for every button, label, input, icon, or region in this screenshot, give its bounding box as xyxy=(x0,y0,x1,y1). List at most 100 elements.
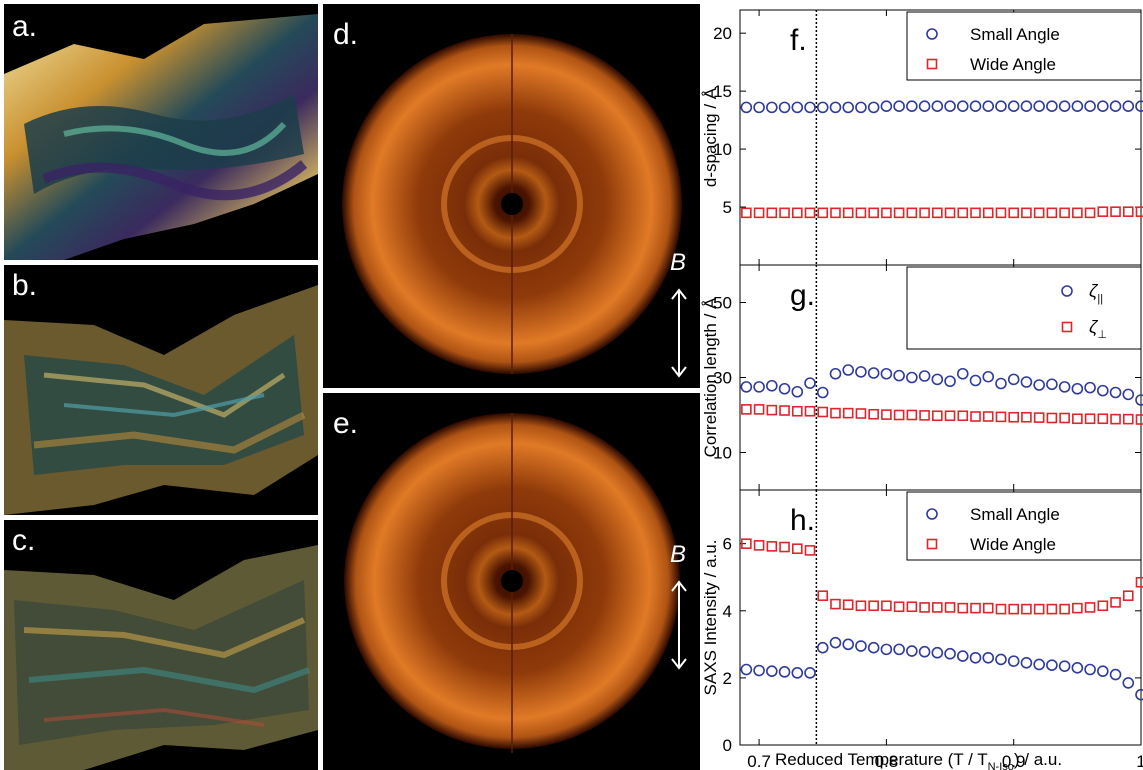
chart-g-point-s1 xyxy=(766,379,778,392)
chart-h-panel-label: h. xyxy=(790,504,815,537)
chart-g-point-s1 xyxy=(804,377,816,389)
chart-g-point-s1 xyxy=(1122,388,1135,401)
chart-h-legend-box xyxy=(906,491,1142,561)
chart-f-point-s1 xyxy=(1122,100,1135,113)
chart-f-point-s1 xyxy=(867,101,880,114)
chart-f-point-s1 xyxy=(740,101,753,114)
chart-g-point-s2 xyxy=(817,406,829,418)
chart-g-point-s1 xyxy=(893,369,905,382)
chart-h-legend-label: Wide Angle xyxy=(970,535,1056,554)
chart-f-point-s2 xyxy=(1033,207,1045,219)
chart-g-point-s2 xyxy=(1059,412,1070,424)
chart-g-point-s1 xyxy=(1033,379,1045,391)
chart-g-point-s2 xyxy=(1046,412,1058,424)
chart-g-point-s2 xyxy=(868,408,879,420)
chart-h-point-s1 xyxy=(969,651,982,664)
chart-f-point-s1 xyxy=(842,101,855,114)
chart-f-point-s1 xyxy=(778,101,791,114)
chart-h-point-s1 xyxy=(906,645,918,657)
chart-h-point-s1 xyxy=(791,667,804,679)
chart-g-point-s2 xyxy=(1033,412,1045,423)
chart-g-ytick-label: 30 xyxy=(713,369,732,388)
chart-f-point-s2 xyxy=(1008,207,1019,219)
chart-f-point-s2 xyxy=(1084,207,1096,219)
chart-g-point-s1 xyxy=(855,366,867,378)
chart-g-point-s2 xyxy=(1008,411,1019,423)
chart-f-point-s1 xyxy=(995,100,1007,113)
chart-f-point-s2 xyxy=(868,207,879,219)
chart-h-point-s1 xyxy=(982,651,995,664)
panel-c-micrograph: c. xyxy=(4,520,318,770)
chart-g-point-s1 xyxy=(829,367,842,380)
chart-h-point-s2 xyxy=(1059,603,1070,615)
chart-f-point-s2 xyxy=(893,207,905,219)
chart-f-point-s2 xyxy=(1110,206,1121,217)
panel-c-label: c. xyxy=(12,524,36,557)
chart-h-point-s2 xyxy=(1033,603,1045,615)
chart-f-point-s2 xyxy=(932,207,943,219)
chart-g-point-s2 xyxy=(919,410,930,421)
chart-h-point-s2 xyxy=(1097,600,1109,612)
chart-h-xlabel: Reduced Temperature (T / TN-Iso) / a.u. xyxy=(775,750,1062,770)
chart-f-point-s1 xyxy=(969,100,982,113)
chart-h-point-s1 xyxy=(931,646,944,659)
chart-h-ytick-label: 4 xyxy=(723,602,732,621)
magnetic-field-label-e: B xyxy=(670,541,687,568)
chart-h-point-s1 xyxy=(893,643,905,656)
chart-g-point-s1 xyxy=(880,367,893,380)
chart-f-point-s1 xyxy=(1071,100,1084,113)
chart-h-point-s1 xyxy=(1084,663,1096,676)
chart-f-legend-marker xyxy=(926,28,938,40)
chart-g-point-s2 xyxy=(1135,414,1143,425)
chart-h-xtick-label: 1 xyxy=(1136,752,1143,770)
chart-g-point-s1 xyxy=(1058,381,1071,393)
field-direction-arrow-d xyxy=(671,288,687,378)
chart-h-point-s2 xyxy=(970,602,981,614)
chart-h-point-s1 xyxy=(918,645,931,658)
chart-h-point-s2 xyxy=(932,602,943,613)
chart-g-point-s2 xyxy=(1072,413,1083,425)
chart-f-point-s1 xyxy=(766,101,778,114)
chart-g-point-s1 xyxy=(982,370,995,383)
chart-h-legend-marker xyxy=(926,538,938,550)
chart-f-point-s1 xyxy=(1109,100,1122,113)
chart-g-point-s1 xyxy=(1007,373,1020,386)
chart-f-point-s1 xyxy=(944,100,956,113)
chart-g-point-s1 xyxy=(969,374,982,387)
panel-b-label: b. xyxy=(12,269,38,302)
chart-g-point-s2 xyxy=(1021,411,1032,423)
chart-h-xtick-label: 0.8 xyxy=(875,752,899,770)
chart-f-point-s1 xyxy=(956,100,969,113)
chart-g-point-s2 xyxy=(881,409,892,420)
chart-g-ytick-label: 10 xyxy=(713,444,732,463)
chart-g-panel-label: g. xyxy=(790,279,815,312)
chart-h-point-s1 xyxy=(1109,668,1122,681)
chart-f-point-s2 xyxy=(791,207,803,219)
chart-h-point-s1 xyxy=(740,663,753,676)
panel-a-micrograph: a. xyxy=(4,4,318,260)
chart-f-ytick-label: 15 xyxy=(713,82,732,101)
chart-g-point-s1 xyxy=(995,377,1007,390)
chart-h-point-s2 xyxy=(982,602,994,614)
chart-g-point-s1 xyxy=(1109,386,1122,399)
panel-a-label: a. xyxy=(12,10,38,43)
chart-h-legend-label: Small Angle xyxy=(970,505,1060,524)
chart-g-point-s2 xyxy=(893,409,905,421)
chart-h-point-s2 xyxy=(1008,603,1019,615)
chart-f-legend-marker xyxy=(926,58,938,70)
chart-h-point-s1 xyxy=(1007,655,1020,667)
chart-h-point-s2 xyxy=(741,538,752,549)
chart-f-point-s1 xyxy=(855,101,867,114)
chart-h-point-s2 xyxy=(1110,597,1121,608)
chart-f-point-s2 xyxy=(1097,206,1109,217)
panel-d-label: d. xyxy=(333,18,359,51)
chart-f-point-s1 xyxy=(1046,100,1058,113)
chart-g-point-s2 xyxy=(982,411,994,422)
textured-micrograph-b xyxy=(4,265,318,515)
chart-g-ytick-label: 50 xyxy=(713,294,732,313)
chart-h-point-s1 xyxy=(1020,656,1033,669)
chart-f-point-s2 xyxy=(970,207,981,219)
chart-g-legend-label-sub: || xyxy=(1097,293,1103,305)
chart-f-point-s2 xyxy=(1059,207,1070,219)
